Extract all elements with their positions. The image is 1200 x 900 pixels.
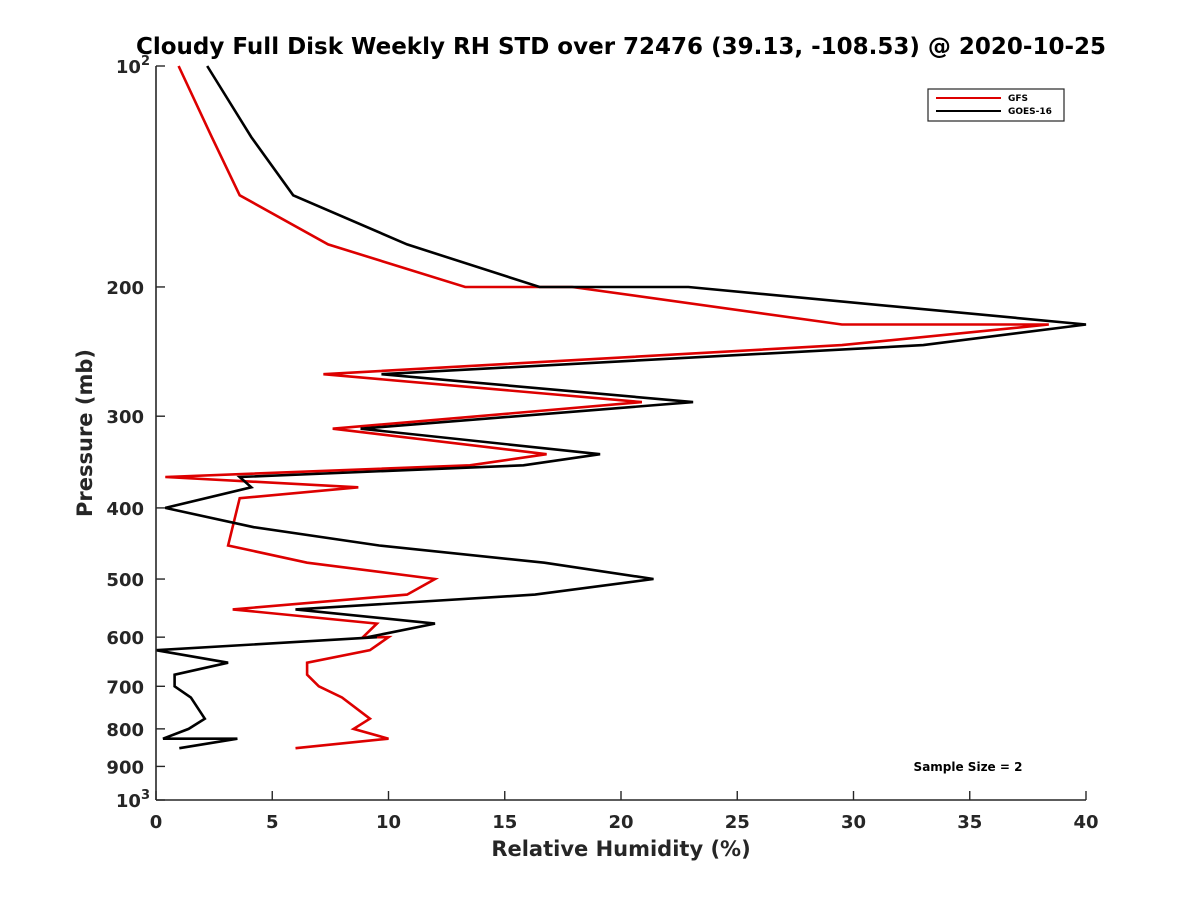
plot-area (156, 66, 1086, 800)
y-tick-label: 500 (106, 570, 144, 591)
y-tick-label: 900 (106, 757, 144, 778)
legend: GFS GOES-16 (927, 88, 1065, 122)
x-tick-label: 10 (376, 812, 401, 833)
x-tick-label: 35 (957, 812, 982, 833)
y-axis-label: Pressure (mb) (73, 349, 97, 517)
y-tick-label: 600 (106, 628, 144, 649)
x-axis-label: Relative Humidity (%) (491, 837, 750, 861)
y-tick-label: 200 (106, 278, 144, 299)
y-ticks: 102 200 300 400 500 600 700 800 900 103 (106, 54, 165, 812)
x-ticks: 0 5 10 15 20 25 30 35 40 (150, 791, 1099, 833)
legend-label-goes-16: GOES-16 (1008, 107, 1052, 117)
x-tick-label: 30 (841, 812, 866, 833)
y-tick-label: 400 (106, 499, 144, 520)
series-line-goes-16 (155, 65, 1087, 750)
chart-title: Cloudy Full Disk Weekly RH STD over 7247… (136, 34, 1106, 60)
y-tick-label: 103 (116, 788, 150, 812)
x-tick-label: 25 (725, 812, 750, 833)
x-tick-label: 40 (1073, 812, 1098, 833)
y-tick-label: 300 (106, 407, 144, 428)
y-tick-label: 102 (116, 54, 150, 78)
sample-size-annotation: Sample Size = 2 (914, 760, 1023, 774)
x-tick-label: 20 (608, 812, 633, 833)
x-tick-label: 5 (266, 812, 279, 833)
y-tick-label: 800 (106, 720, 144, 741)
y-tick-label: 700 (106, 677, 144, 698)
legend-label-gfs: GFS (1008, 94, 1028, 104)
x-tick-label: 0 (150, 812, 163, 833)
series-layer (155, 65, 1087, 750)
legend-box (927, 88, 1065, 122)
x-tick-label: 15 (492, 812, 517, 833)
